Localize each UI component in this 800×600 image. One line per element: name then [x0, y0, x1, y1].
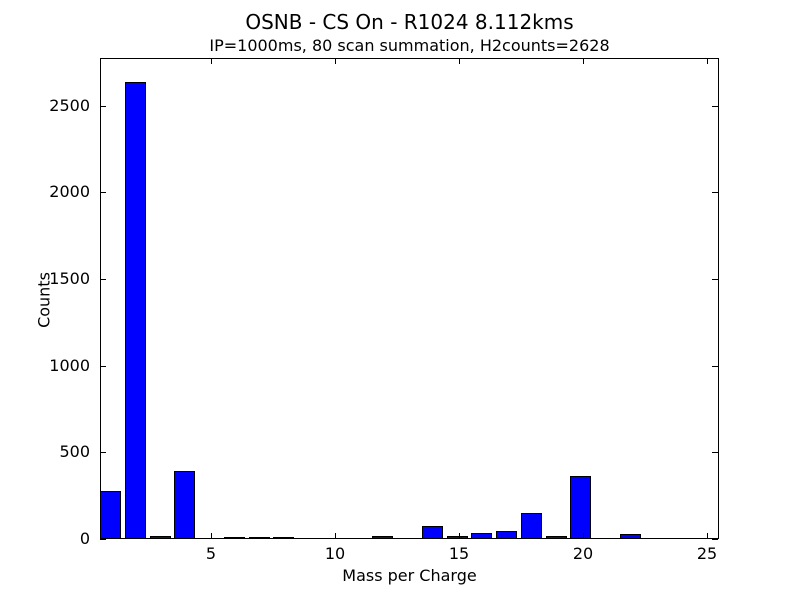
bar-x1 — [100, 491, 121, 539]
x-tick-top-15 — [459, 58, 460, 64]
y-tick-right-2500 — [712, 106, 718, 107]
y-tick-label-1500: 1500 — [49, 269, 90, 288]
y-tick-left-1500 — [100, 279, 106, 280]
x-tick-label-15: 15 — [448, 544, 470, 563]
y-tick-left-2500 — [100, 106, 106, 107]
y-tick-left-2000 — [100, 192, 106, 193]
y-tick-left-500 — [100, 452, 106, 453]
bar-x19 — [546, 536, 567, 539]
bar-x22 — [620, 534, 641, 539]
bar-x8 — [273, 537, 294, 539]
x-tick-bottom-15 — [459, 533, 460, 539]
x-tick-top-5 — [211, 58, 212, 64]
plot-frame — [100, 58, 719, 539]
y-tick-right-0 — [712, 539, 718, 540]
x-tick-bottom-25 — [707, 533, 708, 539]
bar-x17 — [496, 531, 517, 539]
x-tick-top-25 — [707, 58, 708, 64]
bar-x18 — [521, 513, 542, 539]
bar-x16 — [471, 533, 492, 539]
bar-x4 — [174, 471, 195, 539]
bar-x15 — [447, 536, 468, 539]
x-tick-bottom-5 — [211, 533, 212, 539]
bar-x20 — [570, 476, 591, 539]
x-tick-bottom-10 — [335, 533, 336, 539]
y-tick-right-1000 — [712, 366, 718, 367]
bar-x3 — [150, 536, 171, 539]
bar-x14 — [422, 526, 443, 539]
chart-title: OSNB - CS On - R1024 8.112kms — [245, 10, 574, 34]
y-tick-left-0 — [100, 539, 106, 540]
y-tick-label-2500: 2500 — [49, 96, 90, 115]
y-tick-label-2000: 2000 — [49, 182, 90, 201]
y-tick-label-0: 0 — [79, 529, 90, 548]
bar-x2 — [125, 82, 146, 539]
y-tick-right-500 — [712, 452, 718, 453]
y-tick-right-2000 — [712, 192, 718, 193]
y-tick-label-500: 500 — [59, 442, 90, 461]
x-tick-top-20 — [583, 58, 584, 64]
y-tick-left-1000 — [100, 366, 106, 367]
x-tick-bottom-20 — [583, 533, 584, 539]
x-tick-label-25: 25 — [696, 544, 718, 563]
x-tick-label-5: 5 — [205, 544, 217, 563]
y-tick-label-1000: 1000 — [49, 356, 90, 375]
bar-x7 — [249, 537, 270, 539]
x-axis-label: Mass per Charge — [342, 566, 477, 585]
plot-area — [100, 58, 719, 540]
x-tick-top-10 — [335, 58, 336, 64]
y-axis-label: Counts — [34, 272, 54, 328]
chart-subtitle: IP=1000ms, 80 scan summation, H2counts=2… — [209, 36, 610, 55]
x-tick-label-20: 20 — [572, 544, 594, 563]
bar-x12 — [372, 536, 393, 539]
x-tick-label-10: 10 — [324, 544, 346, 563]
y-tick-right-1500 — [712, 279, 718, 280]
bar-x6 — [224, 537, 245, 539]
